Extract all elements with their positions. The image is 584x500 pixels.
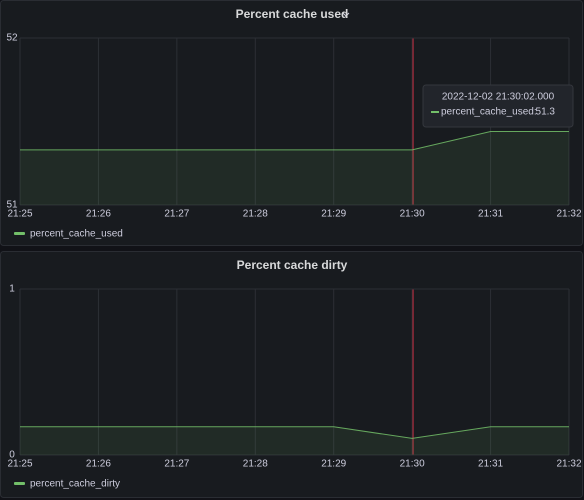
legend-label[interactable]: percent_cache_dirty [30,479,120,490]
x-tick-label: 21:26 [86,209,111,220]
x-tick-label: 21:31 [478,459,503,470]
panel-title: Percent cache used [236,7,349,21]
legend-swatch [14,482,25,485]
tooltip-time: 2022-12-02 21:30:02.000 [442,92,555,103]
line [20,426,569,439]
y-tick-label: 52 [6,33,18,44]
tooltip-label: percent_cache_used: [441,107,537,118]
y-tick-label: 1 [9,284,15,295]
x-tick-label: 21:25 [7,209,32,220]
x-tick-label: 21:29 [321,209,346,220]
y-tick-label: 0 [9,450,15,461]
x-tick-label: 21:28 [243,209,268,220]
x-tick-label: 21:29 [321,459,346,470]
x-tick-label: 21:32 [556,459,581,470]
x-tick-label: 21:25 [7,459,32,470]
panel [0,251,583,498]
legend-label[interactable]: percent_cache_used [30,229,123,240]
x-tick-label: 21:31 [478,209,503,220]
x-tick-label: 21:26 [86,459,111,470]
x-tick-label: 21:32 [556,209,581,220]
panel-menu-icon[interactable] [342,12,350,17]
x-tick-label: 21:30 [400,209,425,220]
tooltip-box [422,84,574,128]
legend-swatch [14,232,25,235]
x-tick-label: 21:27 [164,459,189,470]
x-tick-label: 21:27 [164,209,189,220]
y-tick-label: 51 [6,200,18,211]
x-tick-label: 21:28 [243,459,268,470]
line [20,131,569,151]
tooltip-value: 51.3 [536,107,556,118]
x-tick-label: 21:30 [400,459,425,470]
panel [0,0,583,246]
tooltip-swatch [431,111,439,113]
panel-title: Percent cache dirty [237,258,348,272]
area [20,426,569,455]
